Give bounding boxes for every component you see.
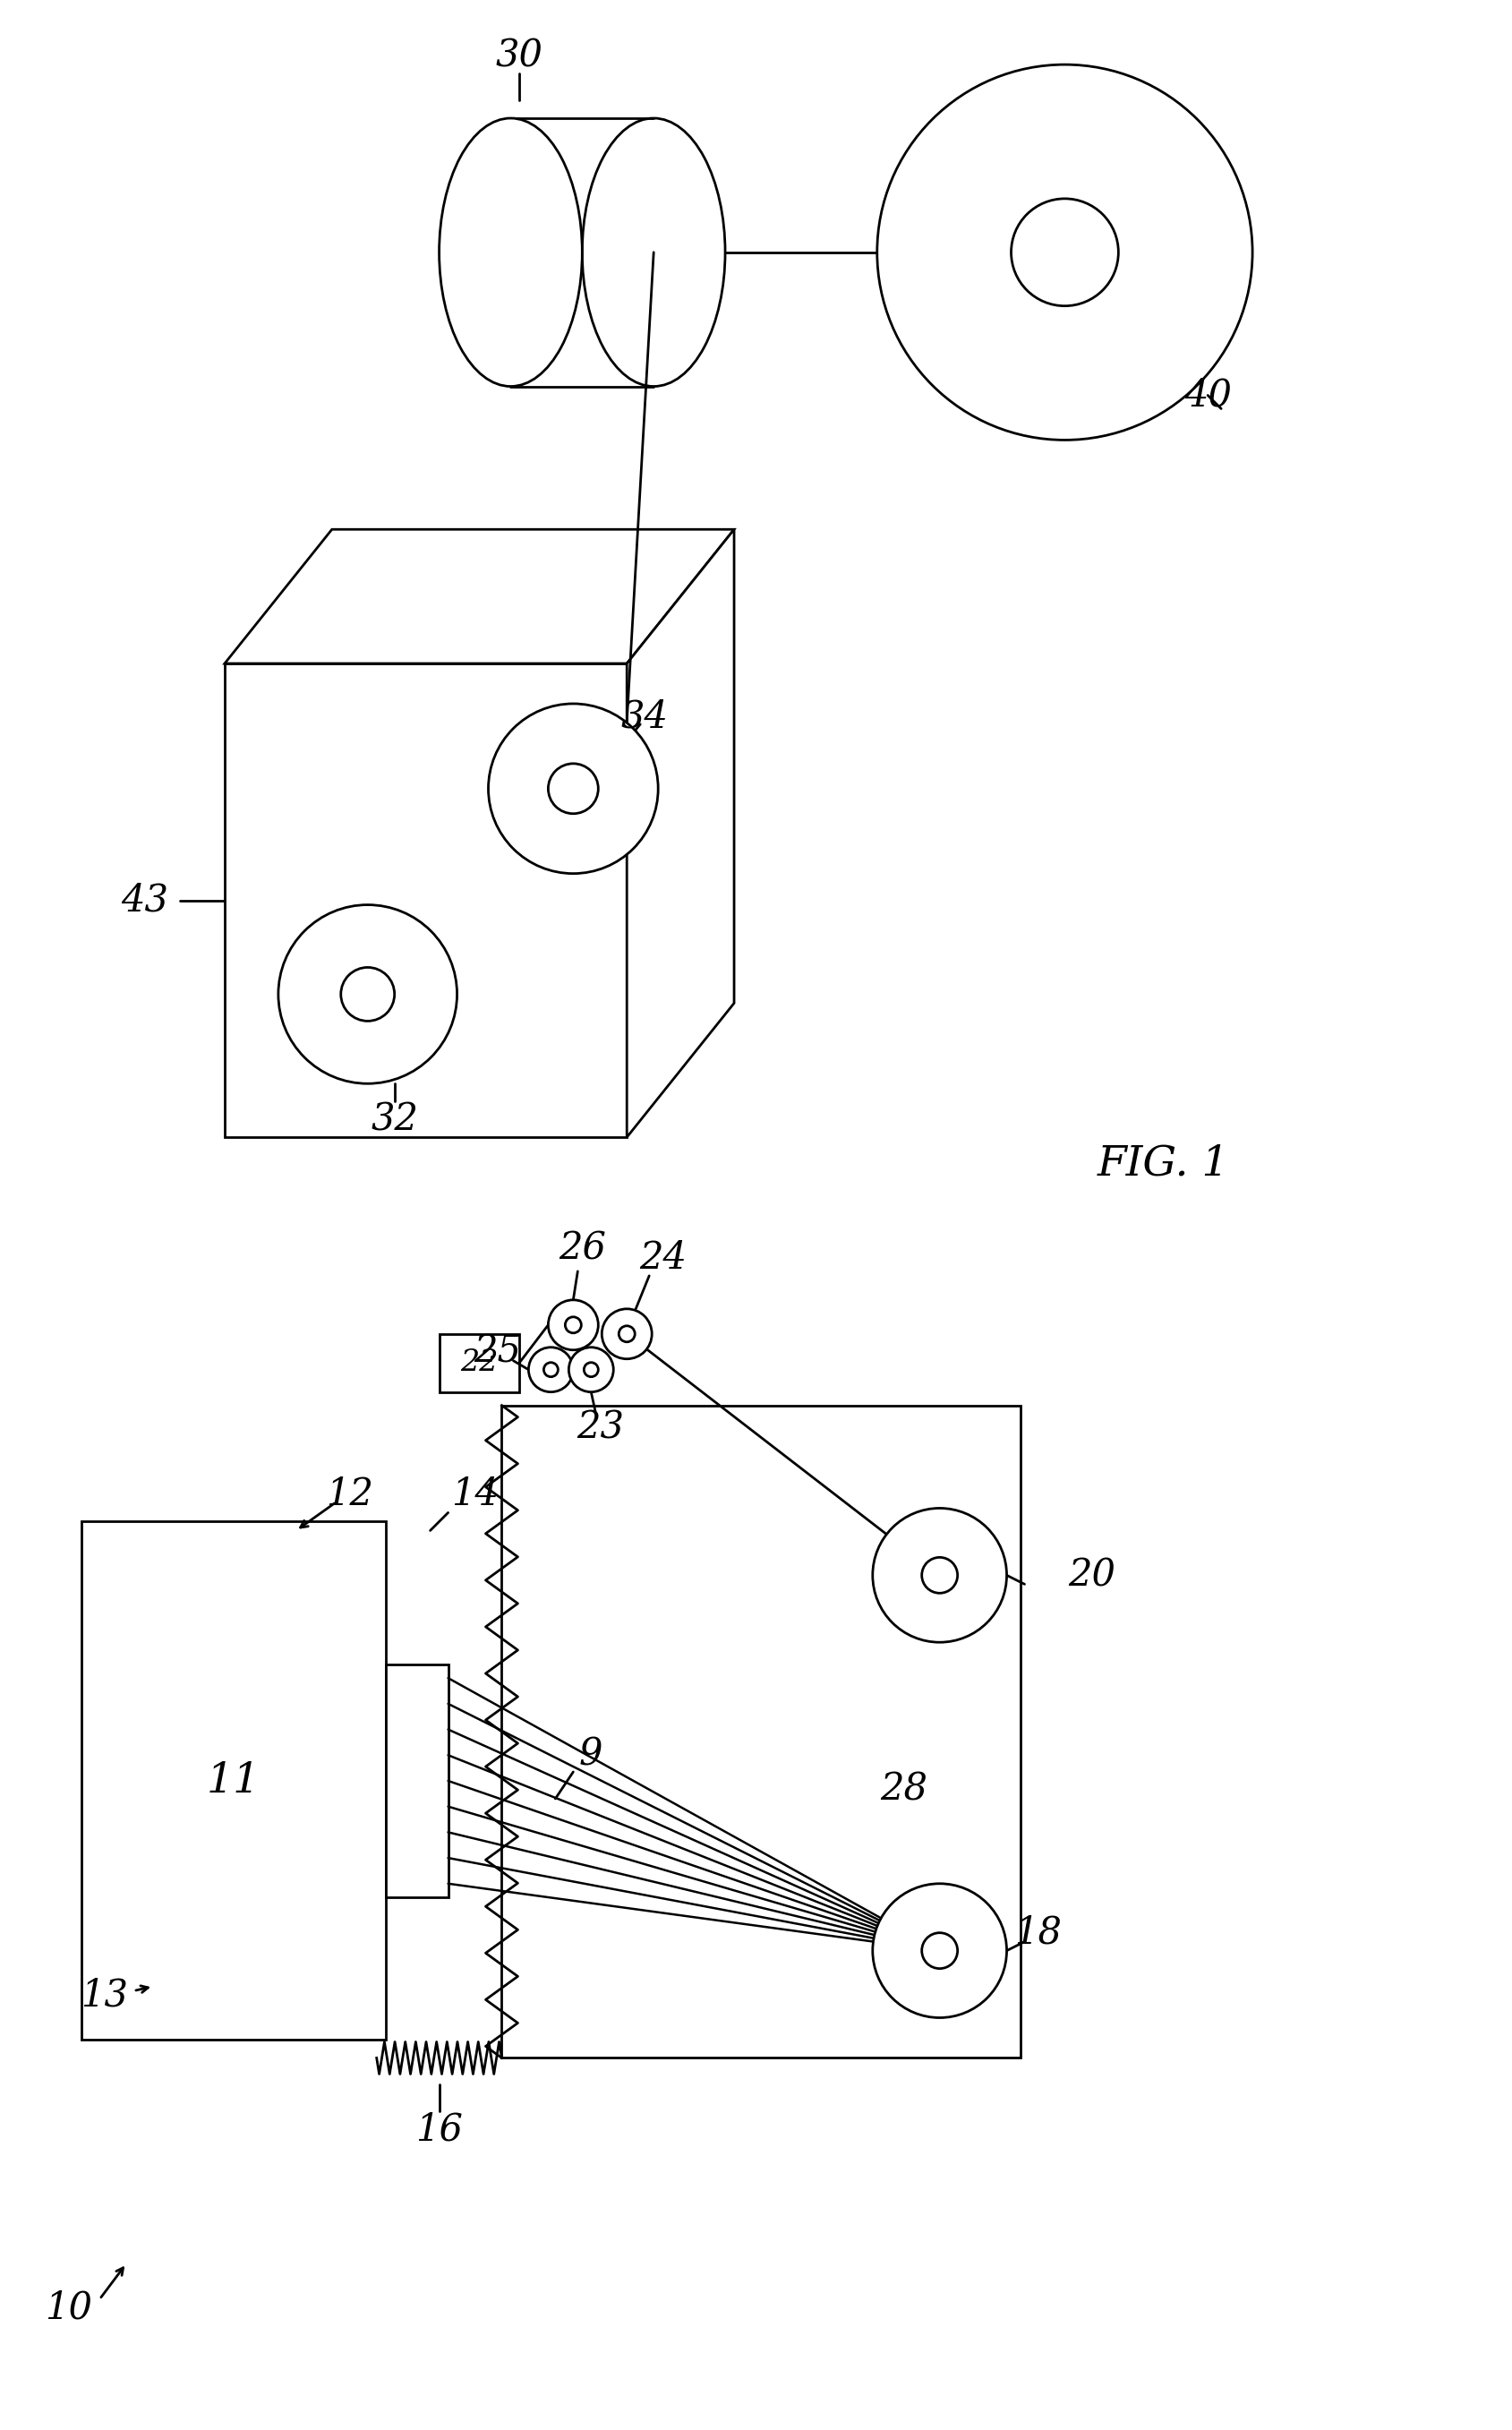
- Circle shape: [872, 1883, 1005, 2017]
- Circle shape: [488, 705, 658, 872]
- Text: 25: 25: [473, 1334, 520, 1371]
- Polygon shape: [626, 530, 733, 1137]
- Text: 34: 34: [620, 697, 668, 736]
- Circle shape: [547, 1300, 597, 1351]
- Circle shape: [618, 1327, 635, 1341]
- Circle shape: [872, 1509, 1005, 1643]
- Text: 26: 26: [558, 1230, 605, 1268]
- Bar: [502, 1405, 1019, 2058]
- Text: 20: 20: [1067, 1558, 1114, 1594]
- Circle shape: [584, 1363, 597, 1378]
- Circle shape: [569, 1346, 612, 1392]
- Circle shape: [921, 1932, 957, 1968]
- Text: 23: 23: [576, 1409, 623, 1446]
- Bar: [225, 663, 626, 1137]
- Text: 16: 16: [416, 2112, 463, 2148]
- Circle shape: [877, 66, 1252, 440]
- Polygon shape: [225, 530, 733, 663]
- Ellipse shape: [582, 119, 724, 386]
- Text: 30: 30: [496, 36, 543, 75]
- Text: 13: 13: [80, 1976, 127, 2014]
- Bar: [438, 1334, 519, 1392]
- Text: 24: 24: [638, 1239, 686, 1276]
- Text: 32: 32: [370, 1101, 417, 1137]
- Circle shape: [921, 1558, 957, 1594]
- Text: 28: 28: [880, 1771, 927, 1808]
- Text: 43: 43: [121, 882, 168, 919]
- Circle shape: [565, 1317, 581, 1334]
- Bar: [82, 1521, 386, 2041]
- Circle shape: [278, 904, 457, 1084]
- Text: 14: 14: [451, 1475, 499, 1514]
- Circle shape: [547, 763, 597, 814]
- Text: 12: 12: [327, 1475, 373, 1514]
- Text: 10: 10: [44, 2289, 92, 2328]
- Text: FIG. 1: FIG. 1: [1096, 1145, 1228, 1183]
- Ellipse shape: [438, 119, 582, 386]
- Circle shape: [340, 967, 395, 1021]
- Circle shape: [602, 1310, 652, 1358]
- Text: 18: 18: [1013, 1915, 1061, 1951]
- Text: 9: 9: [579, 1735, 603, 1774]
- Circle shape: [543, 1363, 558, 1378]
- Circle shape: [528, 1346, 573, 1392]
- Circle shape: [1010, 199, 1117, 306]
- Text: 40: 40: [1184, 377, 1231, 413]
- Bar: [386, 1665, 448, 1898]
- Text: 22: 22: [460, 1349, 497, 1378]
- Text: 11: 11: [207, 1762, 260, 1801]
